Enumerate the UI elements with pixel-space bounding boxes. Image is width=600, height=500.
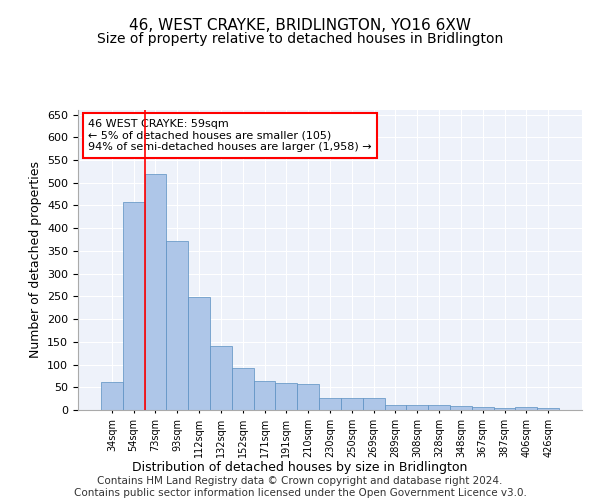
Bar	[450, 406, 472, 410]
Bar	[428, 404, 450, 410]
Text: Contains HM Land Registry data © Crown copyright and database right 2024.
Contai: Contains HM Land Registry data © Crown c…	[74, 476, 526, 498]
Bar	[123, 202, 145, 410]
Bar	[319, 398, 341, 410]
Bar	[232, 368, 254, 410]
Bar	[145, 174, 166, 410]
Bar	[275, 382, 297, 410]
Bar	[254, 382, 275, 410]
Bar	[363, 398, 385, 410]
Bar	[341, 398, 363, 410]
Bar	[385, 404, 406, 410]
Bar	[515, 407, 537, 410]
Text: 46 WEST CRAYKE: 59sqm
← 5% of detached houses are smaller (105)
94% of semi-deta: 46 WEST CRAYKE: 59sqm ← 5% of detached h…	[88, 119, 372, 152]
Text: 46, WEST CRAYKE, BRIDLINGTON, YO16 6XW: 46, WEST CRAYKE, BRIDLINGTON, YO16 6XW	[129, 18, 471, 32]
Bar	[188, 297, 210, 410]
Bar	[472, 407, 494, 410]
Text: Distribution of detached houses by size in Bridlington: Distribution of detached houses by size …	[133, 461, 467, 474]
Bar	[406, 404, 428, 410]
Bar	[537, 408, 559, 410]
Bar	[101, 382, 123, 410]
Bar	[210, 346, 232, 410]
Y-axis label: Number of detached properties: Number of detached properties	[29, 162, 41, 358]
Bar	[494, 408, 515, 410]
Bar	[166, 241, 188, 410]
Text: Size of property relative to detached houses in Bridlington: Size of property relative to detached ho…	[97, 32, 503, 46]
Bar	[297, 384, 319, 410]
